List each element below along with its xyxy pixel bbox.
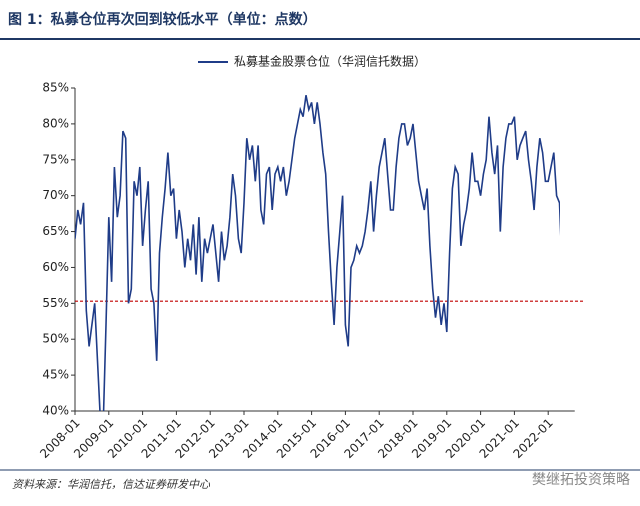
y-tick-label: 55%: [42, 296, 69, 310]
y-tick-label: 70%: [42, 188, 69, 202]
y-tick-label: 45%: [42, 368, 69, 382]
y-tick-label: 85%: [42, 81, 69, 95]
y-tick-label: 50%: [42, 332, 69, 346]
y-tick-label: 80%: [42, 116, 69, 130]
y-tick-label: 60%: [42, 260, 69, 274]
y-tick-label: 40%: [42, 404, 69, 418]
source: 资料来源：华润信托，信达证券研发中心: [12, 478, 211, 491]
y-tick-label: 65%: [42, 224, 69, 238]
watermark: 樊继拓投资策略: [532, 471, 630, 488]
data-line: [75, 95, 560, 411]
y-tick-label: 75%: [42, 152, 69, 166]
legend-label: 私募基金股票仓位（华润信托数据）: [234, 54, 426, 69]
chart-title: 图 1：私募仓位再次回到较低水平（单位：点数）: [8, 11, 317, 28]
